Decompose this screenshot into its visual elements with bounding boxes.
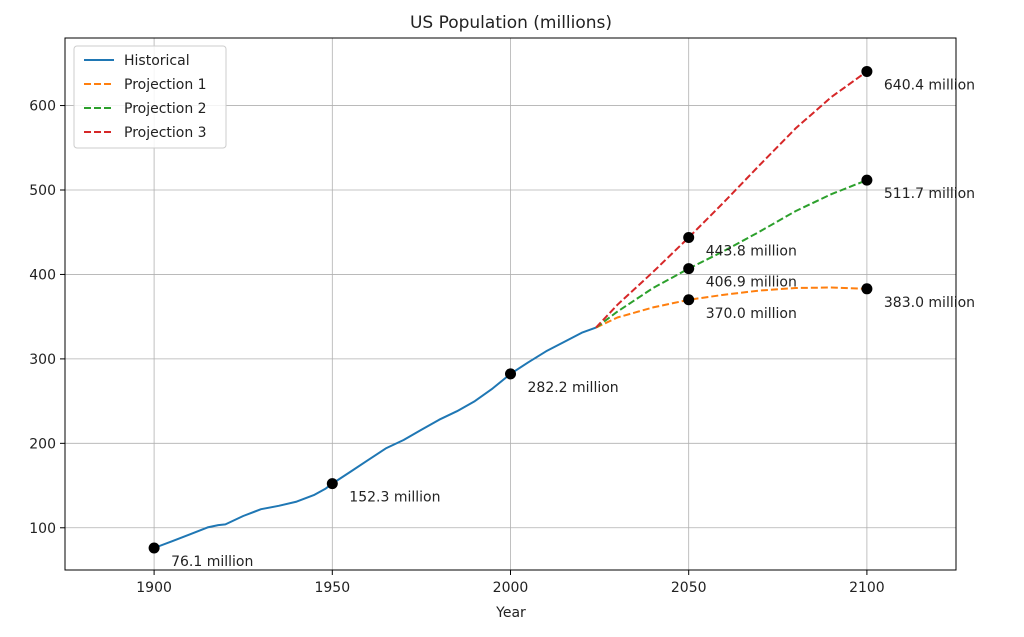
data-point-annotation: 406.9 million — [706, 275, 797, 291]
data-point-annotation: 370.0 million — [706, 306, 797, 322]
y-tick-label: 200 — [29, 436, 56, 452]
series-line-historical — [153, 326, 597, 549]
data-point-marker — [683, 231, 695, 243]
y-tick-label: 300 — [29, 352, 56, 368]
x-tick-label: 2100 — [849, 580, 885, 596]
legend-label-projection-3: Projection 3 — [124, 125, 207, 141]
series-line-projection-3 — [595, 70, 868, 329]
y-tick-label: 100 — [29, 521, 56, 537]
y-tick-label: 400 — [29, 267, 56, 283]
data-point-annotation: 152.3 million — [349, 490, 440, 506]
data-point-marker — [861, 283, 873, 295]
data-point-annotation: 383.0 million — [884, 295, 975, 311]
x-tick-label: 1900 — [136, 580, 172, 596]
data-point-annotation: 443.8 million — [706, 243, 797, 259]
x-axis-label: Year — [495, 605, 526, 621]
marker-layer: 76.1 million 152.3 million 282.2 million 37… — [148, 65, 975, 570]
data-point-annotation: 76.1 million — [171, 554, 253, 570]
data-point-marker — [861, 65, 873, 77]
data-point-marker — [326, 478, 338, 490]
y-tick-label: 600 — [29, 99, 56, 115]
legend-label-projection-1: Projection 1 — [124, 77, 207, 93]
chart-title: US Population (millions) — [410, 13, 612, 33]
axes: 1900 1950 2000 2050 2100 100 200 300 400 500 600 — [29, 37, 957, 596]
legend-label-historical: Historical — [124, 53, 190, 69]
data-point-marker — [505, 368, 516, 380]
x-tick-label: 2050 — [671, 580, 707, 596]
x-tick-label: 2000 — [493, 580, 529, 596]
series-layer — [153, 70, 868, 549]
x-tick-label: 1950 — [314, 580, 350, 596]
legend-label-projection-2: Projection 2 — [124, 101, 207, 117]
data-point-annotation: 640.4 million — [884, 77, 975, 93]
data-point-marker — [861, 174, 873, 186]
series-line-projection-2 — [595, 179, 868, 329]
series-line-projection-1 — [595, 286, 867, 329]
data-point-annotation: 511.7 million — [884, 186, 975, 202]
data-point-marker — [683, 263, 695, 275]
data-point-marker — [683, 294, 695, 306]
data-point-annotation: 282.2 million — [528, 380, 619, 396]
plot-frame — [64, 37, 957, 571]
data-point-marker — [148, 542, 160, 554]
legend-box — [73, 45, 227, 149]
legend: Historical Projection 1 Projection 2 Projec… — [73, 45, 227, 149]
y-tick-label: 500 — [29, 183, 56, 199]
